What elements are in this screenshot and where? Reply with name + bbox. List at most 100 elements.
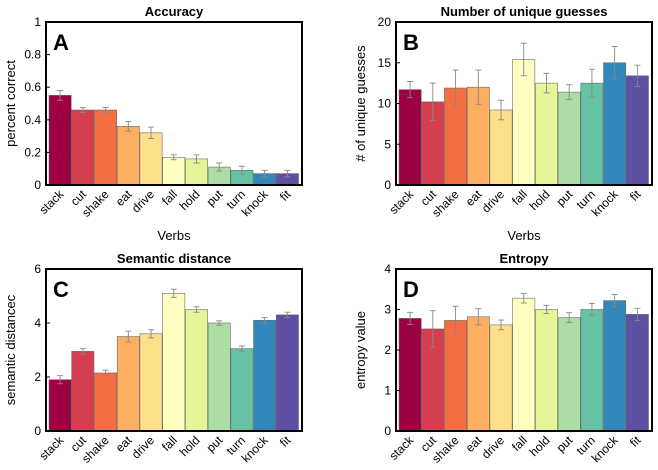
bar-stack: [399, 90, 421, 185]
x-tick-label: fall: [159, 187, 180, 208]
bar-put: [558, 92, 580, 185]
x-tick-label: drive: [479, 433, 508, 462]
bar-cut: [72, 110, 94, 185]
bar-turn: [581, 310, 603, 432]
x-tick-label: fit: [627, 433, 644, 450]
bar-knock: [254, 320, 276, 431]
bar-drive: [140, 133, 162, 185]
x-tick-label: put: [204, 187, 226, 209]
bar-shake: [444, 320, 466, 431]
bar-fit: [626, 314, 648, 431]
x-tick-label: put: [554, 433, 576, 455]
y-tick-label: 2: [34, 370, 41, 384]
x-tick-label: hold: [527, 187, 553, 213]
bar-fall: [163, 157, 185, 185]
x-tick-label: knock: [239, 433, 272, 466]
bar-knock: [604, 301, 626, 431]
bar-drive: [490, 110, 512, 185]
bar-cut: [72, 351, 94, 431]
panel-title: Accuracy: [145, 4, 204, 19]
y-tick-label: 0: [384, 178, 391, 192]
y-tick-label: 0.2: [24, 145, 41, 159]
bar-knock: [604, 63, 626, 185]
x-tick-label: shake: [429, 433, 462, 466]
y-tick-label: 20: [378, 15, 392, 29]
bar-fall: [513, 59, 535, 185]
y-axis-label: # of unique guesses: [353, 45, 368, 162]
y-tick-label: 6: [34, 262, 41, 276]
x-tick-label: fit: [277, 433, 294, 450]
x-tick-label: stack: [387, 433, 417, 463]
x-tick-label: put: [204, 433, 226, 455]
y-tick-label: 2: [384, 343, 391, 357]
x-tick-label: drive: [129, 433, 158, 462]
panel-c: Semantic distancestack cutshake eatdrive fa…: [3, 251, 302, 466]
x-tick-label: knock: [589, 433, 622, 466]
y-tick-label: 1: [34, 15, 41, 29]
y-tick-label: 1: [384, 384, 391, 398]
x-tick-label: stack: [37, 187, 67, 217]
x-tick-label: shake: [79, 433, 112, 466]
y-tick-label: 0: [34, 178, 41, 192]
x-tick-label: stack: [37, 433, 67, 463]
x-tick-label: stack: [387, 187, 417, 217]
x-tick-label: put: [554, 187, 576, 209]
bar-fall: [513, 298, 535, 431]
panel-title: Entropy: [499, 251, 549, 266]
bar-eat: [467, 317, 489, 431]
bar-drive: [140, 334, 162, 431]
x-tick-label: fit: [277, 187, 294, 204]
x-tick-label: drive: [479, 187, 508, 216]
bar-hold: [185, 310, 207, 432]
y-tick-label: 3: [384, 303, 391, 317]
bar-turn: [581, 83, 603, 185]
x-tick-label: fit: [627, 187, 644, 204]
y-tick-label: 10: [378, 97, 392, 111]
x-tick-label: drive: [129, 187, 158, 216]
x-axis-label: Verbs: [507, 228, 541, 243]
x-tick-label: fall: [509, 433, 530, 454]
y-axis-label: entropy value: [353, 311, 368, 389]
y-tick-label: 0: [34, 424, 41, 438]
y-tick-label: 4: [34, 316, 41, 330]
y-tick-label: 0.6: [24, 80, 41, 94]
bar-eat: [117, 337, 139, 432]
x-axis-label: Verbs: [157, 228, 191, 243]
panel-letter: B: [403, 30, 419, 55]
bar-shake: [94, 373, 116, 431]
y-tick-label: 0.8: [24, 48, 41, 62]
y-tick-label: 15: [378, 56, 392, 70]
y-tick-label: 4: [384, 262, 391, 276]
x-tick-label: fall: [509, 187, 530, 208]
y-tick-label: 0: [384, 424, 391, 438]
bar-fit: [276, 315, 298, 431]
y-axis-label: semantic distancec: [3, 294, 18, 405]
x-tick-label: hold: [177, 187, 203, 213]
panel-letter: D: [403, 277, 419, 302]
bar-fall: [163, 293, 185, 431]
y-tick-label: 0.4: [24, 113, 41, 127]
panel-letter: C: [53, 277, 69, 302]
y-axis-label: percent correct: [3, 60, 18, 147]
bar-shake: [94, 110, 116, 185]
bar-stack: [399, 318, 421, 431]
bar-stack: [49, 380, 71, 431]
bar-put: [208, 323, 230, 431]
y-tick-label: 5: [384, 137, 391, 151]
bar-drive: [490, 325, 512, 431]
bar-put: [558, 318, 580, 431]
bar-hold: [535, 310, 557, 432]
x-tick-label: fall: [159, 433, 180, 454]
x-tick-label: knock: [239, 187, 272, 220]
bar-hold: [535, 83, 557, 185]
panel-title: Number of unique guesses: [441, 4, 608, 19]
bar-eat: [117, 126, 139, 185]
panel-title: Semantic distance: [117, 251, 231, 266]
x-tick-label: knock: [589, 187, 622, 220]
x-tick-label: shake: [429, 187, 462, 220]
bar-turn: [231, 349, 253, 431]
